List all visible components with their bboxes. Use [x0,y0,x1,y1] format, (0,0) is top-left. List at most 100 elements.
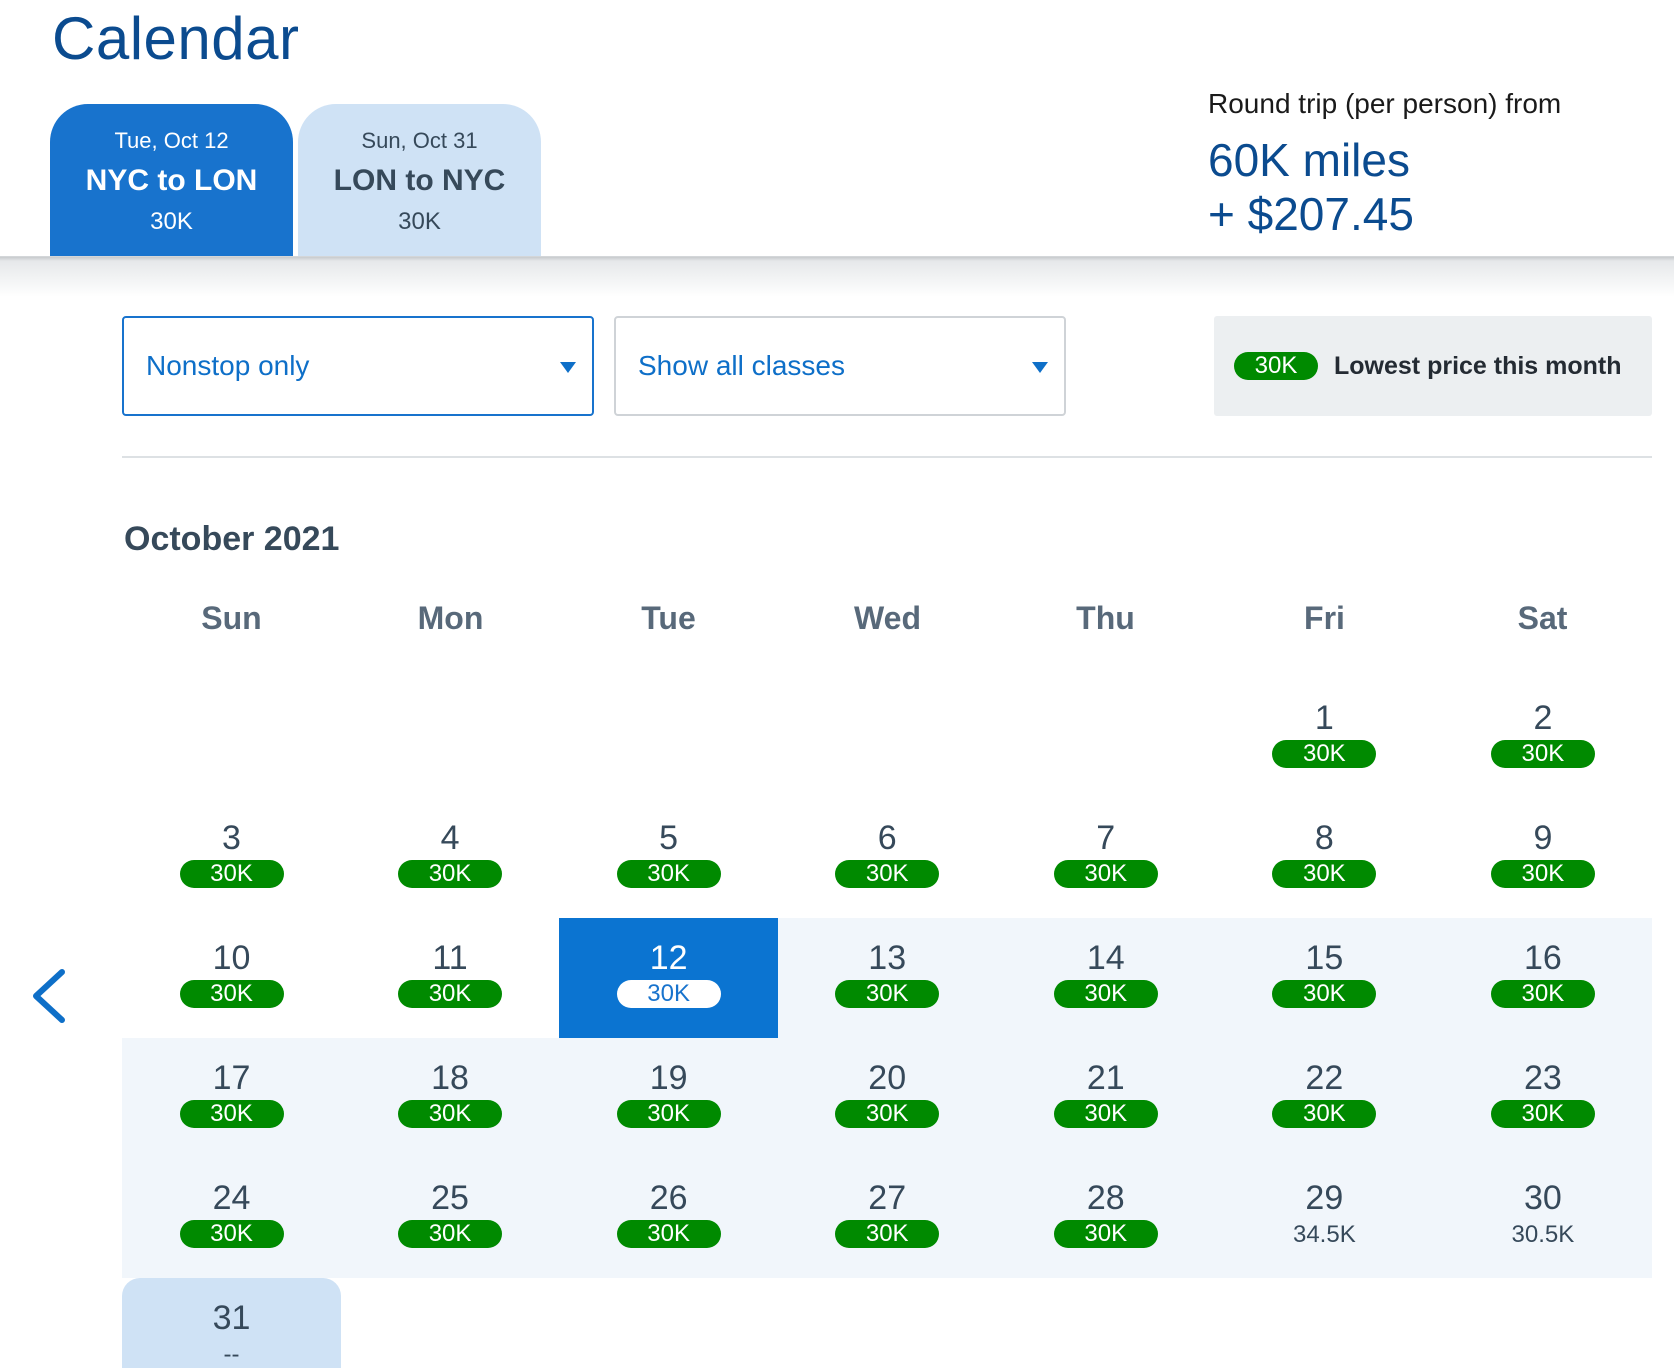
day-number: 3 [222,819,241,857]
day-number: 21 [1086,1059,1125,1097]
caret-down-icon [560,362,576,373]
calendar-day-14[interactable]: 14 30K [996,918,1216,1038]
weekday-sat: Sat [1517,600,1568,636]
day-number: 27 [868,1179,907,1217]
calendar-day-17[interactable]: 17 30K [122,1038,341,1158]
lowest-price-badge: 30K [398,1220,503,1248]
day-price: -- [223,1341,240,1368]
day-number: 13 [868,939,907,977]
lowest-price-badge: 30K [616,980,721,1008]
lowest-price-badge: 30K [398,1100,503,1128]
calendar-day-18[interactable]: 18 30K [340,1038,560,1158]
day-number: 28 [1086,1179,1125,1217]
lowest-price-badge: 30K [616,1220,721,1248]
tab-return-price: 30K [398,208,441,235]
calendar-day-15[interactable]: 15 30K [1214,918,1434,1038]
calendar-day-24[interactable]: 24 30K [122,1158,341,1278]
lowest-price-badge: 30K [398,860,503,888]
tab-return-date: Sun, Oct 31 [361,128,478,153]
lowest-price-badge: 30K [1053,980,1158,1008]
day-number: 19 [649,1059,688,1097]
calendar-day-29[interactable]: 29 34.5K [1214,1158,1434,1278]
tab-return-flight[interactable]: Sun, Oct 31 LON to NYC 30K [298,104,541,256]
calendar-day-6[interactable]: 6 30K [778,798,997,918]
day-number: 15 [1305,939,1344,977]
weekday-thu: Thu [1076,600,1135,636]
lowest-price-badge: 30K [179,860,284,888]
day-number: 26 [649,1179,688,1217]
calendar-day-8[interactable]: 8 30K [1215,798,1434,918]
calendar-day-16[interactable]: 16 30K [1433,918,1653,1038]
lowest-price-legend: 30K Lowest price this month [1214,316,1652,416]
calendar-day-3[interactable]: 3 30K [122,798,341,918]
lowest-price-badge: 30K [179,1220,284,1248]
day-number: 14 [1086,939,1125,977]
weekday-wed: Wed [854,600,921,636]
day-number: 17 [212,1059,251,1097]
caret-down-icon [1032,362,1048,373]
calendar-day-26[interactable]: 26 30K [559,1158,779,1278]
day-number: 12 [649,939,688,977]
tab-return-route: LON to NYC [333,164,506,197]
calendar-day-31[interactable]: 31 -- [122,1278,341,1368]
legend-text: Lowest price this month [1334,351,1622,380]
cabin-class-select[interactable]: Show all classes [614,316,1066,416]
tab-outbound-date: Tue, Oct 12 [114,128,229,153]
calendar-day-28[interactable]: 28 30K [996,1158,1216,1278]
day-number: 1 [1314,699,1334,737]
day-number: 2 [1533,699,1553,737]
legend-badge: 30K [1234,352,1318,380]
calendar-day-13[interactable]: 13 30K [777,918,997,1038]
weekday-mon: Mon [417,600,484,636]
lowest-price-badge: 30K [835,1220,940,1248]
calendar-day-10[interactable]: 10 30K [122,918,341,1038]
chevron-left-icon[interactable] [26,966,72,1026]
section-divider [122,456,1652,458]
lowest-price-badge: 30K [1272,860,1377,888]
day-price: 30.5K [1511,1221,1575,1248]
page-title: Calendar [52,5,300,72]
stops-filter-select[interactable]: Nonstop only [122,316,594,416]
day-number: 24 [212,1179,251,1217]
calendar-day-21[interactable]: 21 30K [996,1038,1216,1158]
day-number: 8 [1314,819,1334,857]
month-title: October 2021 [124,520,340,558]
weekday-tue: Tue [641,600,696,636]
day-number: 4 [440,819,460,857]
lowest-price-badge: 30K [1490,860,1595,888]
lowest-price-badge: 30K [1272,1100,1377,1128]
calendar-day-2[interactable]: 2 30K [1433,678,1652,798]
calendar-day-23[interactable]: 23 30K [1433,1038,1653,1158]
lowest-price-badge: 30K [1053,860,1158,888]
calendar-day-7[interactable]: 7 30K [996,798,1215,918]
lowest-price-badge: 30K [179,980,284,1008]
calendar-day-27[interactable]: 27 30K [777,1158,997,1278]
day-number: 16 [1523,939,1562,977]
lowest-price-badge: 30K [1053,1100,1158,1128]
calendar-day-12[interactable]: 12 30K [559,918,779,1038]
calendar-day-1[interactable]: 1 30K [1215,678,1434,798]
summary-miles: 60K miles [1208,134,1410,186]
lowest-price-badge: 30K [1053,1220,1158,1248]
day-number: 5 [659,819,679,857]
lowest-price-badge: 30K [179,1100,284,1128]
calendar-day-20[interactable]: 20 30K [777,1038,997,1158]
calendar-day-22[interactable]: 22 30K [1214,1038,1434,1158]
lowest-price-badge: 30K [398,980,503,1008]
tab-outbound-flight[interactable]: Tue, Oct 12 NYC to LON 30K [50,104,293,256]
summary-label: Round trip (per person) from [1208,88,1562,119]
calendar-day-5[interactable]: 5 30K [559,798,778,918]
calendar-day-11[interactable]: 11 30K [341,918,560,1038]
tab-outbound-price: 30K [150,208,193,235]
day-number: 7 [1096,819,1116,857]
calendar-day-4[interactable]: 4 30K [341,798,560,918]
weekday-sun: Sun [201,600,262,636]
calendar-day-19[interactable]: 19 30K [559,1038,779,1158]
calendar-day-30[interactable]: 30 30.5K [1433,1158,1653,1278]
calendar-day-9[interactable]: 9 30K [1433,798,1652,918]
lowest-price-badge: 30K [1490,1100,1595,1128]
calendar-day-25[interactable]: 25 30K [340,1158,560,1278]
day-number: 30 [1523,1179,1562,1217]
lowest-price-badge: 30K [1272,980,1377,1008]
day-number: 23 [1523,1059,1562,1097]
